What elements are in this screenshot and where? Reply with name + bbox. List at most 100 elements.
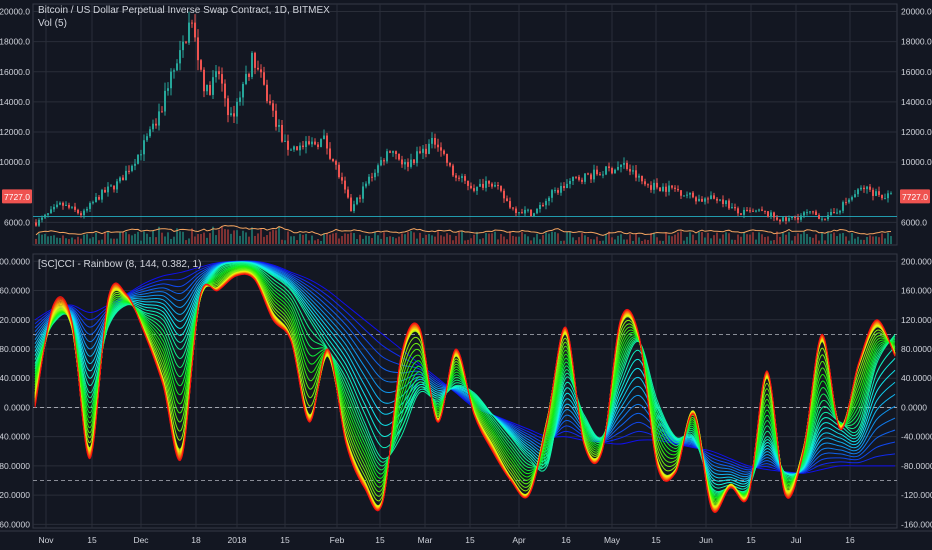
- volume-bar: [278, 226, 280, 244]
- candle-body: [764, 210, 766, 212]
- candle-body: [665, 186, 667, 192]
- candle-body: [359, 197, 361, 199]
- candle-body: [578, 176, 580, 180]
- volume-bar: [137, 231, 139, 244]
- volume-bar: [830, 233, 832, 244]
- volume-bar: [701, 232, 703, 244]
- volume-bar: [521, 231, 523, 244]
- volume-bar: [86, 234, 88, 244]
- volume-bar: [407, 232, 409, 244]
- candle-body: [725, 200, 727, 204]
- candle-body: [791, 216, 793, 219]
- candle-body: [587, 173, 589, 175]
- candle-body: [302, 145, 304, 147]
- candle-body: [98, 196, 100, 200]
- volume-bar: [428, 233, 430, 244]
- volume-bar: [350, 232, 352, 244]
- candle-body: [383, 160, 385, 162]
- volume-bar: [398, 236, 400, 244]
- volume-bar: [689, 232, 691, 244]
- volume-bar: [530, 240, 532, 244]
- candle-body: [254, 52, 256, 68]
- candle-body: [773, 212, 775, 218]
- volume-bar: [197, 233, 199, 244]
- candle-body: [305, 141, 307, 147]
- volume-bar: [635, 233, 637, 244]
- osc-tick-label-left: 200.0000: [0, 256, 30, 266]
- candle-body: [608, 166, 610, 169]
- time-tick-label: 15: [465, 535, 475, 545]
- volume-bar: [104, 231, 106, 244]
- volume-bar: [665, 232, 667, 244]
- volume-bar: [122, 231, 124, 244]
- volume-bar: [692, 234, 694, 244]
- volume-bar: [587, 236, 589, 244]
- volume-bar: [152, 230, 154, 244]
- volume-bar: [401, 233, 403, 244]
- volume-bar: [191, 228, 193, 244]
- volume-bar: [491, 233, 493, 244]
- candle-body: [506, 198, 508, 202]
- candle-body: [701, 198, 703, 202]
- osc-tick-label-left: 160.0000: [0, 286, 30, 296]
- volume-bar: [890, 236, 892, 244]
- volume-bar: [323, 233, 325, 244]
- volume-bar: [380, 238, 382, 244]
- candle-body: [113, 185, 115, 190]
- price-tick-label-right: 20000.0: [901, 7, 932, 17]
- volume-bar: [209, 233, 211, 244]
- candle-body: [377, 165, 379, 173]
- volume-bar: [653, 232, 655, 244]
- volume-bar: [452, 240, 454, 244]
- candle-body: [779, 219, 781, 222]
- volume-bar: [638, 237, 640, 244]
- volume-bar: [527, 236, 529, 244]
- candle-body: [104, 189, 106, 193]
- candle-body: [92, 202, 94, 204]
- candle-body: [218, 71, 220, 75]
- volume-bar: [77, 236, 79, 244]
- candle-body: [221, 74, 223, 84]
- candle-body: [566, 183, 568, 189]
- volume-bar: [149, 236, 151, 244]
- candle-body: [170, 71, 172, 89]
- price-tick-label-right: 12000.0: [901, 127, 932, 137]
- candle-body: [62, 202, 64, 206]
- volume-bar: [854, 238, 856, 244]
- candle-body: [767, 211, 769, 217]
- volume-bar: [281, 239, 283, 244]
- candle-body: [716, 198, 718, 201]
- volume-bar: [344, 233, 346, 244]
- volume-bar: [95, 232, 97, 244]
- candle-body: [869, 186, 871, 190]
- volume-bar: [227, 229, 229, 244]
- candle-body: [266, 84, 268, 102]
- volume-bar: [188, 238, 190, 244]
- volume-bar: [548, 233, 550, 244]
- volume-bar: [611, 237, 613, 244]
- candle-body: [314, 141, 316, 145]
- volume-bar: [806, 233, 808, 244]
- candle-body: [344, 180, 346, 190]
- candle-body: [788, 218, 790, 221]
- volume-bar: [377, 235, 379, 244]
- volume-bar: [827, 231, 829, 244]
- candle-body: [128, 170, 130, 172]
- candle-body: [293, 146, 295, 150]
- volume-bar: [260, 229, 262, 244]
- volume-bar: [392, 236, 394, 244]
- candle-body: [251, 52, 253, 77]
- candle-body: [827, 215, 829, 220]
- candle-body: [851, 197, 853, 200]
- volume-bar: [218, 229, 220, 244]
- volume-bar: [65, 238, 67, 244]
- volume-bar: [623, 239, 625, 244]
- candle-body: [644, 181, 646, 185]
- candle-body: [656, 182, 658, 188]
- candle-body: [35, 222, 37, 226]
- candle-body: [272, 103, 274, 111]
- candle-body: [728, 200, 730, 209]
- time-tick-label: Nov: [38, 535, 54, 545]
- candle-body: [389, 151, 391, 153]
